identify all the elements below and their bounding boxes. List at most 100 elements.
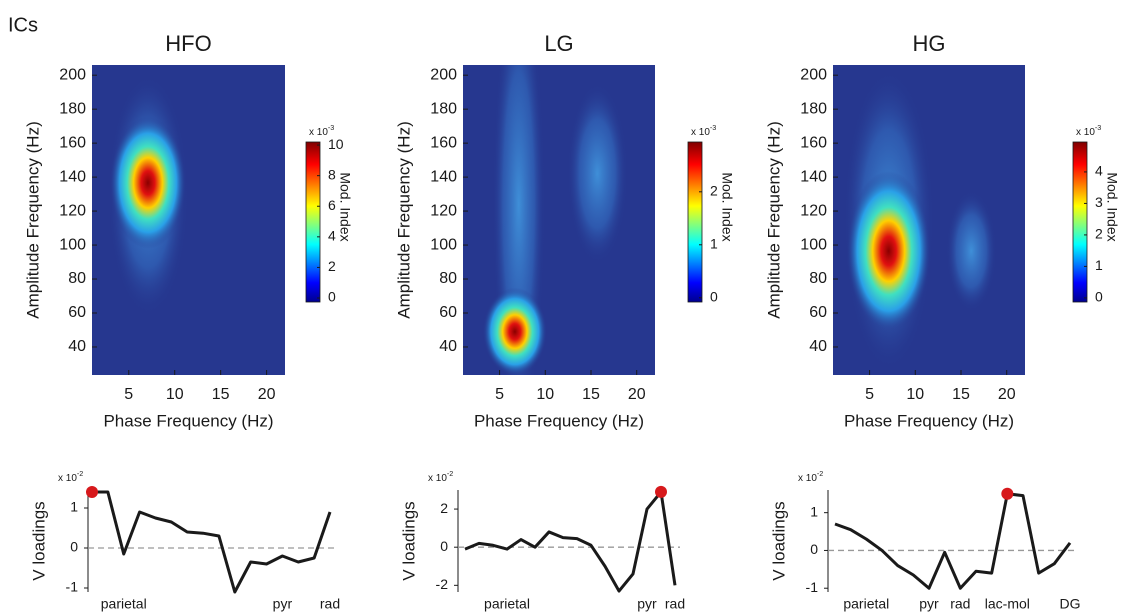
x-tick-label: 5 [124, 386, 133, 403]
x-category-label: pyr [919, 596, 939, 612]
y-tick-label: 60 [439, 304, 457, 321]
multiplier-exponent: -3 [328, 123, 334, 132]
colorbar-tick-label: 0 [328, 289, 336, 305]
loading-line [92, 490, 332, 594]
y-tick-label: 160 [59, 134, 86, 151]
colorbar [1072, 141, 1088, 303]
y-tick-label: 40 [68, 338, 86, 355]
chart-title: HG [913, 31, 946, 56]
y-tick-label: 80 [68, 270, 86, 287]
y-axis-label: Amplitude Frequency (Hz) [764, 121, 783, 318]
y-tick-label: 80 [809, 270, 827, 287]
colorbar-tick-label: 4 [328, 228, 336, 244]
y-axis-label: V loadings [399, 501, 418, 580]
x-category-label: pyr [637, 596, 657, 612]
heatmap-field [843, 70, 997, 370]
x-tick-label: 10 [536, 386, 554, 403]
x-category-label: lac-mol [985, 596, 1030, 612]
multiplier: x 10-3 [1076, 123, 1101, 138]
x-category-label: parietal [101, 596, 147, 612]
multiplier-exponent: -2 [447, 469, 453, 478]
multiplier: x 10-2 [428, 469, 453, 484]
x-category-label: DG [1060, 596, 1081, 612]
x-tick-label: 5 [495, 386, 504, 403]
y-tick-label: 1 [70, 499, 78, 515]
multiplier-exponent: -3 [710, 123, 716, 132]
colorbar-tick-label: 0 [710, 288, 718, 304]
colorbar-tick-label: 4 [1095, 163, 1103, 179]
y-tick-label: 160 [800, 134, 827, 151]
y-tick-label: -1 [66, 579, 79, 595]
colorbar-label: Mod. Index [719, 172, 735, 241]
colorbar-tick-label: 6 [328, 197, 336, 213]
multiplier-base: x 10 [309, 127, 328, 138]
y-tick-label: 40 [439, 338, 457, 355]
y-tick-label: -2 [436, 576, 449, 592]
y-tick-label: 160 [430, 134, 457, 151]
y-tick-label: 120 [430, 202, 457, 219]
x-category-label: rad [950, 596, 970, 612]
multiplier: x 10-2 [58, 469, 83, 484]
loading-line [834, 492, 1072, 590]
highlight-point [86, 486, 98, 498]
heatmap-blob [482, 287, 547, 375]
x-tick-label: 5 [865, 386, 874, 403]
y-axis-label: V loadings [29, 501, 48, 580]
y-tick-label: 40 [809, 338, 827, 355]
x-tick-label: 20 [628, 386, 646, 403]
multiplier-exponent: -3 [1095, 123, 1101, 132]
x-tick-label: 15 [212, 386, 230, 403]
chart-title: HFO [165, 31, 211, 56]
x-axis-label: Phase Frequency (Hz) [474, 411, 644, 430]
multiplier-base: x 10 [58, 473, 77, 484]
chart-title: LG [544, 31, 573, 56]
y-tick-label: 120 [800, 202, 827, 219]
x-tick-label: 15 [952, 386, 970, 403]
x-category-label: parietal [484, 596, 530, 612]
y-tick-label: 0 [440, 538, 448, 554]
heatmap-blob [846, 171, 931, 331]
x-tick-label: 15 [582, 386, 600, 403]
y-axis-label: Amplitude Frequency (Hz) [394, 121, 413, 318]
multiplier: x 10-3 [691, 123, 716, 138]
x-category-label: rad [320, 596, 340, 612]
x-tick-label: 10 [906, 386, 924, 403]
x-category-label: rad [665, 596, 685, 612]
colorbar-tick-label: 2 [1095, 226, 1103, 242]
y-tick-label: 2 [440, 500, 448, 516]
colorbar-tick-label: 8 [328, 166, 336, 182]
y-tick-label: 180 [800, 100, 827, 117]
colorbar-tick-label: 0 [1095, 289, 1103, 305]
multiplier-exponent: -2 [77, 469, 83, 478]
y-axis-label: Amplitude Frequency (Hz) [23, 121, 42, 318]
multiplier: x 10-3 [309, 123, 334, 138]
x-category-label: parietal [843, 596, 889, 612]
colorbar-tick-label: 10 [328, 136, 344, 152]
figure-label: ICs [8, 14, 38, 36]
y-tick-label: 60 [809, 304, 827, 321]
colorbar-label: Mod. Index [337, 172, 353, 241]
heatmap-blob [946, 191, 997, 311]
multiplier-base: x 10 [798, 473, 817, 484]
multiplier-base: x 10 [1076, 127, 1095, 138]
y-tick-label: 100 [800, 236, 827, 253]
y-tick-label: 100 [59, 236, 86, 253]
colorbar [305, 141, 321, 303]
heatmap-field [107, 75, 188, 316]
y-tick-label: -1 [806, 579, 819, 595]
y-tick-label: 60 [68, 304, 86, 321]
y-tick-label: 0 [70, 539, 78, 555]
x-tick-label: 10 [166, 386, 184, 403]
x-category-label: pyr [273, 596, 293, 612]
multiplier-base: x 10 [691, 127, 710, 138]
y-tick-label: 0 [810, 541, 818, 557]
x-tick-label: 20 [998, 386, 1016, 403]
colorbar-tick-label: 1 [1095, 257, 1103, 273]
colorbar-label: Mod. Index [1104, 172, 1120, 241]
y-tick-label: 140 [800, 168, 827, 185]
colorbar-tick-label: 2 [710, 183, 718, 199]
y-tick-label: 180 [59, 100, 86, 117]
y-tick-label: 120 [59, 202, 86, 219]
x-tick-label: 20 [258, 386, 276, 403]
colorbar [687, 141, 703, 303]
